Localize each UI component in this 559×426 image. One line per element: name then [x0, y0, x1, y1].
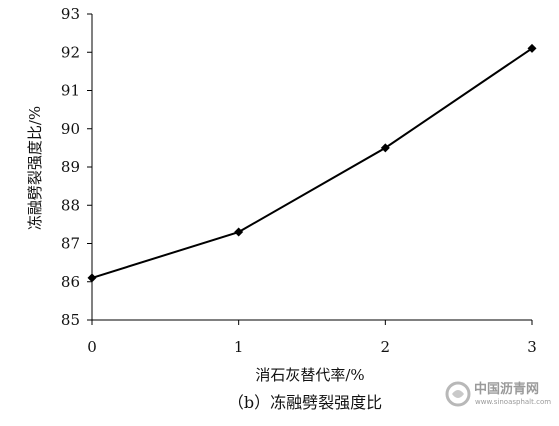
y-tick-label: 85 — [61, 311, 80, 329]
watermark-url: www.sinoasphalt.com — [475, 398, 551, 406]
series — [87, 43, 537, 283]
y-tick-label: 89 — [61, 158, 80, 176]
y-tick-label: 86 — [61, 273, 80, 291]
y-axis-ticks: 85 86 87 88 89 90 91 92 93 — [61, 5, 92, 329]
x-tick-label: 1 — [234, 338, 244, 356]
series-line — [91, 47, 533, 279]
y-tick-label: 88 — [61, 196, 80, 214]
y-tick-label: 90 — [61, 120, 80, 138]
data-point — [380, 143, 390, 153]
y-axis-label: 冻融劈裂强度比/% — [26, 106, 44, 230]
figure-caption: （b）冻融劈裂强度比 — [228, 393, 382, 412]
watermark-logo-icon — [445, 381, 471, 407]
x-tick-label: 3 — [527, 338, 537, 356]
data-point — [234, 227, 244, 237]
y-tick-label: 93 — [61, 5, 80, 23]
watermark-name: 中国沥青网 — [474, 381, 539, 397]
x-axis-ticks: 0 1 2 3 — [87, 320, 537, 356]
axes — [91, 14, 532, 321]
data-point — [87, 273, 97, 283]
x-tick-label: 2 — [381, 338, 391, 356]
y-tick-label: 91 — [61, 82, 80, 100]
x-axis-label: 消石灰替代率/% — [255, 366, 364, 384]
x-tick-label: 0 — [87, 338, 97, 356]
y-tick-label: 92 — [61, 43, 80, 61]
y-tick-label: 87 — [61, 235, 80, 253]
watermark: 中国沥青网 www.sinoasphalt.com — [445, 381, 551, 407]
data-point — [527, 43, 537, 53]
